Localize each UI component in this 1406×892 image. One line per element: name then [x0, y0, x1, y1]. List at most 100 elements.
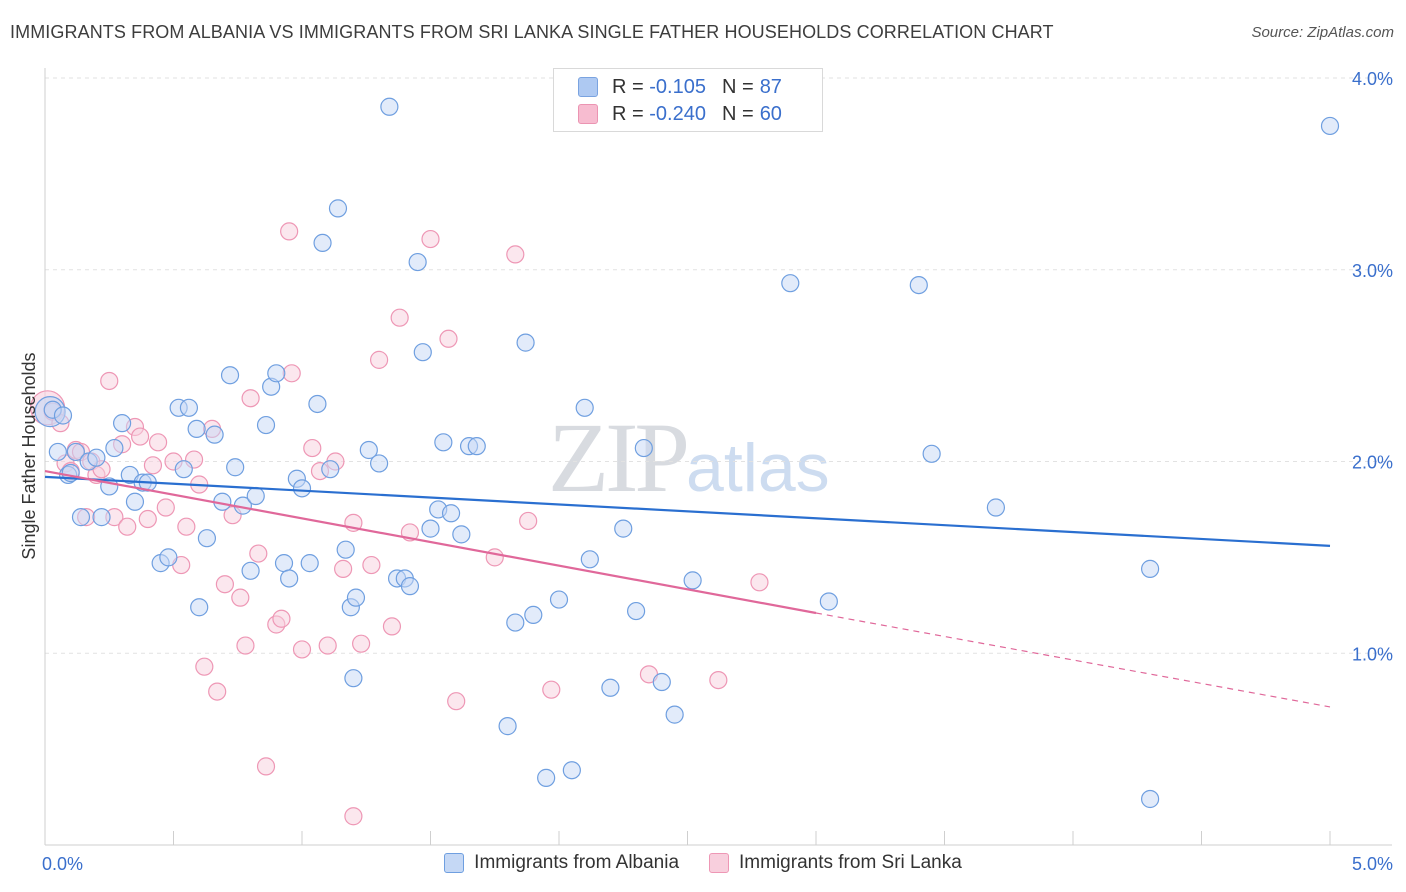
data-point-sri-lanka [148, 433, 168, 452]
data-point-sri-lanka [256, 757, 276, 776]
data-point-albania [408, 252, 427, 272]
data-point-sri-lanka [344, 807, 363, 826]
data-point-albania [71, 508, 91, 527]
data-point-sri-lanka [519, 511, 538, 531]
data-point-sri-lanka [231, 588, 250, 607]
stats-row-srilanka: R = -0.240 N = 60 [554, 101, 782, 127]
r-value-srilanka: R = -0.240 [612, 103, 722, 126]
data-point-sri-lanka [390, 308, 409, 327]
data-point-albania [66, 442, 85, 462]
data-point-albania [328, 199, 348, 218]
legend-item-albania: Immigrants from Albania [444, 852, 679, 874]
legend-label-albania: Immigrants from Albania [474, 852, 680, 873]
data-point-sri-lanka [118, 517, 137, 536]
data-point-albania [819, 592, 838, 611]
data-point-sri-lanka [241, 389, 260, 408]
data-point-sri-lanka [303, 438, 322, 458]
data-point-sri-lanka [362, 555, 381, 575]
data-point-sri-lanka [292, 640, 312, 659]
albania-swatch [578, 77, 598, 97]
data-point-albania [359, 440, 378, 460]
srilanka-legend-swatch [709, 853, 730, 873]
data-point-sri-lanka [439, 329, 458, 348]
data-point-albania [549, 590, 569, 609]
y-tick-label: 3.0% [1352, 261, 1393, 281]
data-point-albania [53, 406, 73, 425]
data-point-albania [336, 540, 355, 559]
data-point-sri-lanka [208, 682, 227, 701]
data-point-albania [125, 492, 145, 511]
data-point-sri-lanka [280, 222, 299, 241]
r-value: -0.240 [649, 102, 706, 125]
data-point-albania [781, 274, 800, 293]
y-tick-label: 4.0% [1352, 69, 1393, 89]
data-point-albania [187, 419, 206, 439]
data-point-albania [300, 554, 319, 573]
data-point-albania [112, 414, 132, 433]
legend-label-srilanka: Immigrants from Sri Lanka [739, 852, 962, 873]
data-point-albania [179, 398, 199, 417]
x-tick-label: 5.0% [1352, 854, 1393, 874]
data-point-albania [380, 97, 399, 116]
x-tick-label: 0.0% [42, 854, 83, 874]
data-point-albania [48, 442, 67, 462]
data-point-albania [683, 571, 702, 590]
data-point-sri-lanka [709, 670, 728, 690]
data-point-albania [580, 550, 599, 569]
data-point-sri-lanka [215, 575, 234, 594]
data-point-sri-lanka [138, 509, 157, 529]
data-point-sri-lanka [485, 548, 504, 567]
legend-item-srilanka: Immigrants from Sri Lanka [709, 852, 962, 874]
data-point-albania [246, 486, 265, 506]
data-point-albania [601, 678, 620, 697]
data-point-albania [467, 437, 486, 456]
data-point-sri-lanka [318, 636, 337, 655]
data-point-sri-lanka [334, 559, 353, 578]
data-point-albania [267, 364, 286, 383]
data-point-albania [313, 233, 332, 253]
data-point-sri-lanka [382, 617, 402, 636]
trend-line-sri-lanka [44, 470, 817, 615]
data-point-albania [562, 761, 581, 780]
data-point-albania [274, 554, 294, 573]
data-point-albania [413, 343, 432, 362]
series-albania [34, 97, 1340, 809]
data-point-albania [190, 598, 209, 617]
data-point-sri-lanka [236, 636, 255, 655]
stats-legend: R = -0.105 N = 87 R = -0.240 N = 60 [553, 68, 823, 132]
data-point-sri-lanka [156, 498, 175, 517]
n-value-srilanka: 60 [759, 102, 782, 125]
srilanka-swatch [578, 104, 598, 124]
watermark-atlas: atlas [686, 430, 830, 506]
data-point-albania [575, 398, 594, 417]
data-point-sri-lanka [421, 229, 440, 249]
data-point-albania [370, 454, 389, 473]
data-point-sri-lanka [143, 456, 163, 475]
data-point-albania [256, 415, 276, 435]
data-point-albania [421, 519, 440, 538]
data-point-sri-lanka [352, 634, 371, 653]
data-point-albania [159, 548, 178, 567]
data-point-albania [105, 438, 124, 458]
axes [44, 68, 1392, 846]
data-point-sri-lanka [542, 680, 561, 699]
data-point-albania [986, 498, 1006, 517]
albania-legend-swatch [444, 853, 465, 873]
data-point-albania [537, 768, 556, 787]
series-legend: Immigrants from Albania Immigrants from … [0, 852, 1406, 874]
data-point-albania [226, 458, 245, 477]
y-tick-label: 2.0% [1352, 453, 1393, 473]
n-label: N = [722, 102, 754, 125]
y-axis-label: Single Father Households [19, 352, 39, 559]
data-point-sri-lanka [447, 692, 466, 711]
data-point-albania [441, 504, 461, 523]
data-point-albania [909, 275, 928, 295]
series-sri-lanka [29, 222, 769, 826]
data-point-sri-lanka [506, 245, 525, 264]
r-label: R = [612, 75, 644, 98]
data-point-albania [626, 601, 646, 621]
watermark-zip: ZIP [548, 402, 690, 513]
data-point-albania [280, 569, 299, 588]
data-point-albania [400, 577, 420, 596]
